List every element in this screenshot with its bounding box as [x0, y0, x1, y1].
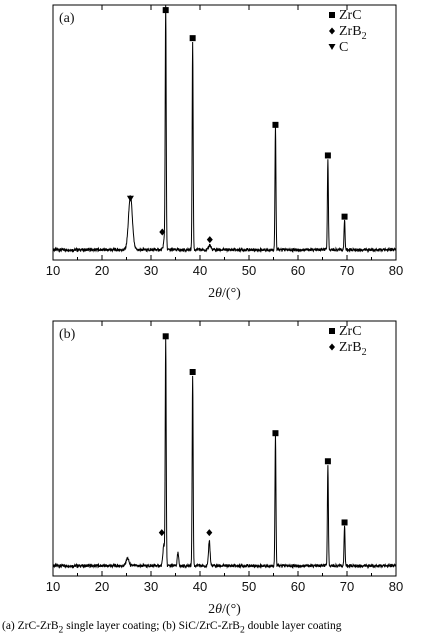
legend-symbol-diamond [329, 343, 335, 351]
x-tick-label: 70 [340, 263, 354, 278]
x-axis-title-unit: /(°) [222, 602, 241, 617]
x-tick-label: 20 [95, 263, 109, 278]
peak-marker-square [341, 519, 348, 526]
legend-label-text: C [339, 40, 348, 55]
legend-label: ZrC [339, 324, 362, 339]
legend-label-text: ZrC [339, 324, 362, 339]
legend-label-subscript: 2 [362, 31, 367, 42]
legend-label-text: ZrB [339, 340, 362, 355]
x-tick-label: 10 [46, 263, 60, 278]
caption-a-subscript: 2 [58, 624, 64, 636]
peak-marker-square [341, 213, 348, 220]
diffraction-pattern-line [52, 5, 397, 254]
x-tick-label: 50 [242, 263, 256, 278]
legend-symbol-square [329, 328, 335, 334]
peak-marker-square [189, 369, 196, 375]
x-axis-title-theta: θ [215, 286, 222, 301]
legend-symbol-diamond [329, 27, 335, 35]
legend-label: C [339, 40, 348, 55]
legend-symbol-triangle-down [328, 44, 336, 50]
legend-symbol-square [329, 12, 335, 18]
x-tick-label: 80 [389, 263, 403, 278]
x-tick-label: 60 [291, 579, 305, 594]
peak-marker-square [324, 458, 331, 465]
x-tick-label: 80 [389, 579, 403, 594]
panel-label: (a) [59, 11, 75, 26]
peak-marker-square [189, 35, 196, 42]
legend-label: ZrB2 [339, 24, 367, 42]
figure-caption: (a) ZrC-ZrB2 single layer coating; (b) S… [2, 620, 446, 635]
x-tick-label: 40 [193, 263, 207, 278]
x-tick-label: 50 [242, 579, 256, 594]
x-tick-label: 60 [291, 263, 305, 278]
caption-a-prefix: (a) ZrC-ZrB [2, 620, 59, 632]
x-axis-title: 2θ/(°) [208, 286, 241, 301]
peak-marker-square [162, 7, 169, 14]
x-tick-label: 30 [144, 263, 158, 278]
peak-marker-diamond [159, 228, 166, 236]
legend-label-text: ZrC [339, 8, 362, 23]
peak-marker-diamond [206, 236, 213, 244]
peak-marker-square [162, 333, 169, 340]
peak-marker-square [272, 430, 279, 437]
diffraction-pattern-line [52, 337, 397, 570]
legend-label: ZrC [339, 8, 362, 23]
peak-marker-square [324, 152, 331, 159]
peak-marker-triangle-down [126, 195, 134, 202]
caption-b-suffix: double layer coating [244, 620, 342, 632]
peak-marker-diamond [158, 529, 165, 537]
x-axis-title: 2θ/(°) [208, 602, 241, 617]
caption-a-suffix: single layer coating; (b) SiC/ZrC-ZrB [63, 620, 240, 632]
legend-label-subscript: 2 [362, 347, 367, 358]
caption-b-subscript: 2 [239, 624, 245, 636]
x-axis-title-theta: θ [215, 602, 222, 617]
panel-label: (b) [59, 327, 76, 342]
x-tick-label: 10 [46, 579, 60, 594]
x-tick-label: 30 [144, 579, 158, 594]
peak-marker-diamond [206, 529, 213, 537]
peak-marker-square [272, 121, 279, 128]
x-axis-title-prefix: 2 [208, 286, 215, 301]
x-axis-title-prefix: 2 [208, 602, 215, 617]
x-tick-label: 40 [193, 579, 207, 594]
x-tick-label: 70 [340, 579, 354, 594]
x-tick-label: 20 [95, 579, 109, 594]
legend-label: ZrB2 [339, 340, 367, 358]
legend-label-text: ZrB [339, 24, 362, 39]
x-axis-title-unit: /(°) [222, 286, 241, 301]
